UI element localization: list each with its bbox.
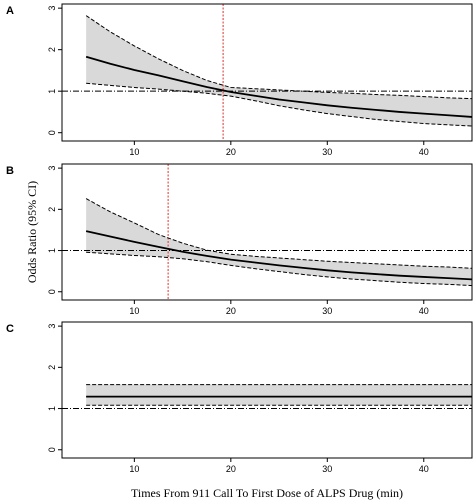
y-tick-label: 0 <box>47 130 57 135</box>
x-tick-label: 10 <box>129 464 139 474</box>
panel-b: 0 1 2 3 10 20 30 40 B <box>6 163 473 316</box>
y-tick-label: 2 <box>47 207 57 212</box>
upper-ci-line <box>85 15 473 100</box>
x-tick-label: 20 <box>226 464 236 474</box>
panel-letter: B <box>6 165 14 177</box>
ci-band <box>86 198 473 286</box>
x-tick-label: 30 <box>322 147 332 157</box>
y-tick-label: 2 <box>47 47 57 52</box>
y-tick-label: 1 <box>47 406 57 411</box>
x-tick-label: 10 <box>129 147 139 157</box>
panel-c: 0 1 2 3 10 20 30 40 C <box>6 321 473 474</box>
y-tick-label: 1 <box>47 89 57 94</box>
y-tick-label: 0 <box>47 447 57 452</box>
x-tick-label: 20 <box>226 306 236 316</box>
odds-ratio-line <box>85 55 473 118</box>
y-axis-title: Odds Ratio (95% CI) <box>25 181 39 283</box>
panel-letter: C <box>6 323 14 335</box>
y-tick-label: 3 <box>47 166 57 171</box>
y-tick-label: 1 <box>47 248 57 253</box>
panel-letter: A <box>6 5 14 17</box>
x-tick-label: 40 <box>419 147 429 157</box>
x-tick-label: 30 <box>322 306 332 316</box>
plot-frame <box>61 3 473 142</box>
y-tick-label: 3 <box>47 6 57 11</box>
lower-ci-line <box>86 82 473 127</box>
upper-ci-line <box>85 198 473 269</box>
plot-frame <box>61 163 473 301</box>
plot-frame <box>61 321 473 459</box>
x-tick-label: 10 <box>129 306 139 316</box>
panel-a: 0 1 2 3 10 20 30 40 A <box>6 3 473 157</box>
ci-band <box>86 15 473 127</box>
x-tick-label: 20 <box>226 147 236 157</box>
y-tick-label: 0 <box>47 289 57 294</box>
ci-band <box>86 384 473 406</box>
y-tick-label: 2 <box>47 365 57 370</box>
x-tick-label: 40 <box>419 306 429 316</box>
y-tick-label: 3 <box>47 324 57 329</box>
odds-ratio-line <box>85 230 473 281</box>
x-tick-label: 30 <box>322 464 332 474</box>
x-axis-title: Times From 911 Call To First Dose of ALP… <box>131 486 403 500</box>
x-tick-label: 40 <box>419 464 429 474</box>
lower-ci-line <box>86 251 473 287</box>
